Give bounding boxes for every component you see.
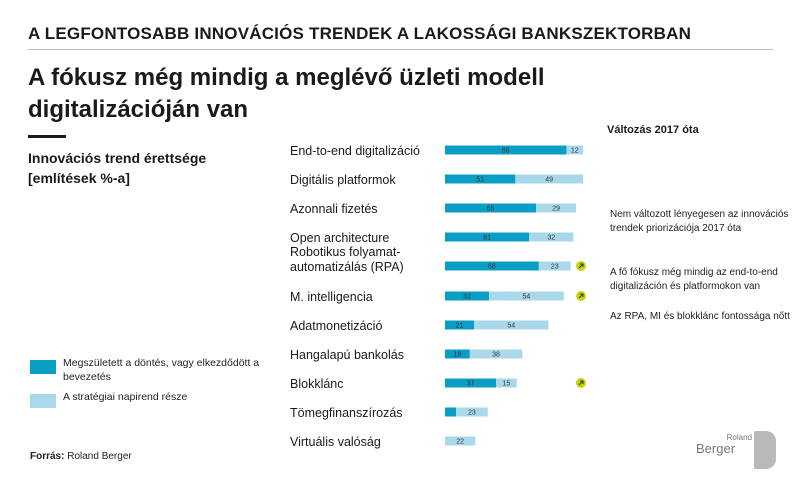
value-label: 66 bbox=[487, 206, 495, 213]
increase-arrow-icon bbox=[576, 378, 586, 388]
bar-decided bbox=[445, 320, 474, 330]
category-label: End-to-end digitalizáció bbox=[290, 144, 420, 158]
category-label: Azonnali fizetés bbox=[290, 202, 378, 216]
change-since-2017-header: Változás 2017 óta bbox=[607, 124, 699, 136]
note-3: Az RPA, MI és blokklánc fontossága nőtt bbox=[610, 311, 790, 322]
category-label: Digitális platformok bbox=[290, 173, 396, 187]
bar-decided bbox=[445, 349, 470, 359]
category-label-line: Robotikus folyamat- bbox=[290, 245, 400, 259]
subtitle-line-2: [említések %-a] bbox=[28, 170, 130, 186]
bar-agenda bbox=[445, 436, 476, 446]
category-label: Open architecture bbox=[290, 231, 389, 245]
bar-agenda bbox=[469, 349, 523, 359]
note-1: Nem változott lényegesen az innovációs t… bbox=[610, 209, 789, 234]
bar-decided bbox=[445, 174, 516, 184]
category-label: Adatmonetizáció bbox=[290, 319, 382, 333]
value-label: 29 bbox=[552, 206, 560, 213]
value-label: 68 bbox=[488, 264, 496, 271]
category-label: Virtuális valóság bbox=[290, 435, 381, 449]
category-label: M. intelligencia bbox=[290, 290, 373, 304]
value-label: 88 bbox=[502, 148, 510, 155]
headline: A fókusz még mindig a meglévő üzleti mod… bbox=[28, 64, 545, 123]
category-label-line: automatizálás (RPA) bbox=[290, 260, 404, 274]
bar-agenda bbox=[566, 145, 583, 155]
value-label: 54 bbox=[507, 323, 515, 330]
value-label: 15 bbox=[503, 381, 511, 388]
bar-agenda bbox=[496, 378, 517, 388]
value-label: 18 bbox=[454, 352, 462, 359]
value-label: 51 bbox=[476, 177, 484, 184]
category-label: Hangalapú bankolás bbox=[290, 348, 404, 362]
bar-decided bbox=[445, 203, 537, 213]
category-label: Blokklánc bbox=[290, 377, 344, 391]
bar-decided bbox=[445, 291, 490, 301]
bar-decided bbox=[445, 261, 539, 271]
logo-text-small: Roland bbox=[726, 433, 752, 442]
bar-decided bbox=[445, 407, 457, 417]
chart-subtitle: Innovációs trend érettsége [említések %-… bbox=[28, 148, 206, 188]
logo-mark-icon bbox=[754, 431, 776, 469]
title-divider bbox=[28, 49, 773, 50]
bar-agenda bbox=[473, 320, 549, 330]
bar-agenda bbox=[529, 232, 574, 242]
value-label: 37 bbox=[467, 381, 475, 388]
source: Forrás: Roland Berger bbox=[30, 451, 132, 462]
value-label: 23 bbox=[551, 264, 559, 271]
increase-arrow-icon bbox=[576, 261, 586, 271]
value-label: 23 bbox=[468, 410, 476, 417]
bar-agenda bbox=[536, 203, 577, 213]
value-label: 21 bbox=[456, 323, 464, 330]
bar-agenda bbox=[489, 291, 564, 301]
legend-item-agenda: A stratégiai napirend része bbox=[30, 390, 270, 420]
logo-text-big: Berger bbox=[696, 441, 736, 456]
bar-agenda bbox=[515, 174, 583, 184]
legend-item-decided: Megszületett a döntés, vagy elkezdődött … bbox=[30, 356, 270, 386]
legend-swatch-agenda bbox=[30, 394, 56, 408]
bar-decided bbox=[445, 232, 530, 242]
value-label: 61 bbox=[483, 235, 491, 242]
bar-decided bbox=[445, 378, 497, 388]
subtitle-line-1: Innovációs trend érettsége bbox=[28, 150, 207, 166]
legend-label-agenda: A stratégiai napirend része bbox=[63, 391, 188, 403]
bar-agenda bbox=[538, 261, 571, 271]
main-title: A LEGFONTOSABB INNOVÁCIÓS TRENDEK A LAKO… bbox=[28, 24, 692, 43]
value-label: 49 bbox=[545, 177, 553, 184]
legend-label-decided: Megszületett a döntés, vagy elkezdődött … bbox=[63, 357, 260, 383]
value-label: 38 bbox=[492, 352, 500, 359]
bar-agenda bbox=[456, 407, 488, 417]
increase-arrow-icon bbox=[576, 291, 586, 301]
value-label: 54 bbox=[523, 294, 531, 301]
category-label: Robotikus folyamat-automatizálás (RPA) bbox=[290, 245, 404, 274]
value-label: 12 bbox=[571, 148, 579, 155]
roland-berger-logo: Roland Berger bbox=[696, 431, 776, 471]
value-label: 32 bbox=[547, 235, 555, 242]
source-value: Roland Berger bbox=[67, 451, 132, 462]
legend-swatch-decided bbox=[30, 360, 56, 374]
value-label: 32 bbox=[463, 294, 471, 301]
value-label: 22 bbox=[456, 439, 464, 446]
note-2: A fő fókusz még mindig az end-to-end dig… bbox=[610, 267, 778, 292]
source-label: Forrás: bbox=[30, 451, 65, 462]
bar-decided bbox=[445, 145, 567, 155]
category-label: Tömegfinanszírozás bbox=[290, 406, 403, 420]
headline-underline bbox=[28, 135, 66, 138]
